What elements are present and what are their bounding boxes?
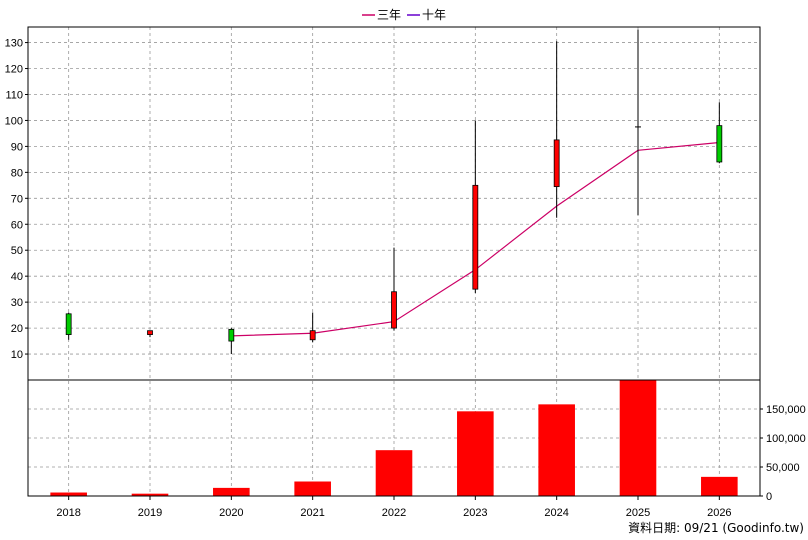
- price-tick-label: 60: [11, 219, 23, 231]
- price-tick-label: 10: [11, 349, 23, 361]
- price-tick-label: 90: [11, 141, 23, 153]
- candles: [65, 29, 723, 355]
- year-tick-label: 2026: [707, 507, 731, 519]
- volume-bar: [131, 493, 169, 496]
- year-tick-label: 2022: [382, 507, 406, 519]
- candle-body: [309, 330, 316, 341]
- volume-bar: [375, 450, 413, 496]
- data-source-label: 資料日期: 09/21 (Goodinfo.tw): [628, 521, 804, 535]
- volume-bar: [213, 487, 250, 496]
- candle-body: [391, 291, 397, 329]
- legend-label-three-year: 三年: [377, 8, 401, 22]
- price-tick-label: 70: [11, 193, 23, 205]
- volume-bar: [294, 481, 331, 496]
- price-tick-label: 40: [11, 271, 23, 283]
- price-tick-label: 100: [5, 115, 23, 127]
- volume-bar: [457, 411, 494, 496]
- legend: 三年 十年: [362, 8, 446, 22]
- candle-body: [553, 139, 560, 188]
- legend-label-ten-year: 十年: [422, 8, 446, 22]
- volume-bar: [701, 476, 738, 496]
- price-tick-labels: 10 20 30 40 50 60 70 80 90 100 110 120 130: [5, 38, 23, 361]
- volume-tick-label: 150,000: [766, 404, 806, 416]
- price-tick-label: 20: [11, 323, 23, 335]
- axes: [25, 26, 763, 500]
- volume-tick-label: 0: [766, 491, 772, 503]
- volume-tick-label: 100,000: [766, 433, 806, 445]
- volume-bar: [538, 404, 575, 496]
- year-tick-label: 2023: [463, 507, 487, 519]
- price-tick-label: 80: [11, 167, 23, 179]
- volume-bar: [619, 380, 657, 496]
- volume-bar: [50, 492, 87, 496]
- year-tick-label: 2018: [56, 507, 80, 519]
- year-tick-label: 2025: [626, 507, 650, 519]
- price-tick-label: 30: [11, 297, 23, 309]
- candle-body: [65, 313, 72, 335]
- year-tick-label: 2024: [544, 507, 568, 519]
- year-tick-label: 2021: [300, 507, 324, 519]
- year-tick-labels: 2018 2019 2020 2021 2022 2023 2024 2025 2026: [56, 507, 731, 519]
- price-tick-label: 130: [5, 38, 23, 50]
- price-tick-label: 50: [11, 245, 23, 257]
- year-tick-label: 2019: [138, 507, 162, 519]
- volume-tick-label: 50,000: [766, 462, 800, 474]
- price-tick-label: 120: [5, 64, 23, 76]
- volume-tick-labels: 0 50,000 100,000 150,000: [766, 404, 806, 503]
- volume-bars: [50, 380, 738, 496]
- candle-body: [228, 328, 235, 342]
- price-tick-label: 110: [5, 89, 23, 101]
- candle-body: [716, 125, 723, 163]
- year-tick-label: 2020: [219, 507, 243, 519]
- candle-body: [472, 184, 479, 290]
- candle-body: [147, 330, 153, 335]
